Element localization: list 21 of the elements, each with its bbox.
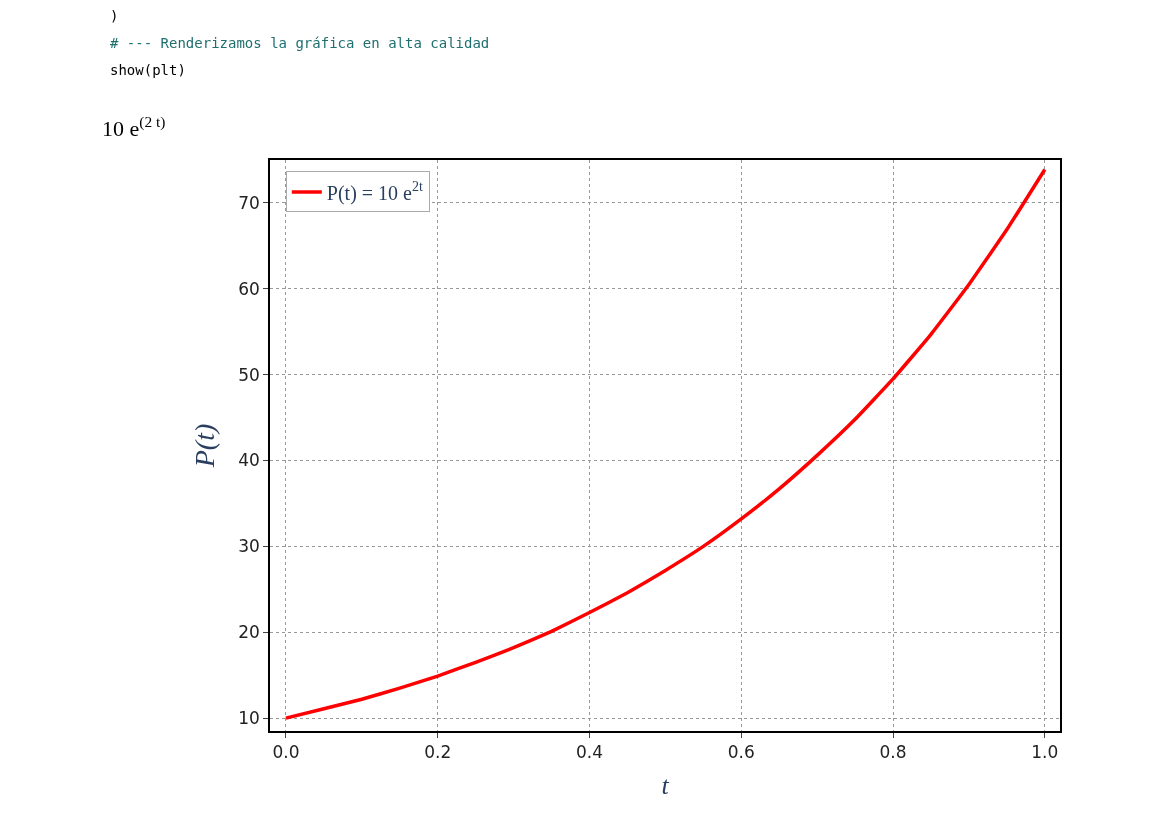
x-tick-label: 0.2 bbox=[424, 742, 452, 763]
text: ) bbox=[110, 8, 119, 24]
x-tick-label: 0.0 bbox=[272, 742, 300, 763]
y-tick-label: 20 bbox=[238, 622, 260, 643]
line-series bbox=[284, 167, 1047, 720]
y-tick-label: 60 bbox=[238, 278, 260, 299]
text: show(plt) bbox=[110, 62, 186, 78]
x-axis-title: t bbox=[661, 771, 670, 801]
text: 10 e$^{(2 t)}$ bbox=[102, 113, 166, 142]
y-axis-title: P(t) bbox=[189, 423, 221, 469]
y-tick-label: 50 bbox=[238, 364, 260, 385]
text: # --- Renderizamos la gráfica en alta calidad bbox=[110, 35, 490, 51]
y-tick-label: 70 bbox=[238, 192, 260, 213]
x-tick-label: 1.0 bbox=[1031, 742, 1059, 763]
y-tick-label: 10 bbox=[238, 708, 260, 729]
x-tick-label: 0.8 bbox=[879, 742, 907, 763]
y-tick-label: 40 bbox=[238, 450, 260, 471]
x-tick-label: 0.4 bbox=[575, 742, 604, 763]
x-tick-label: 0.6 bbox=[727, 742, 755, 763]
y-tick-label: 30 bbox=[238, 536, 260, 557]
legend-label: P(t) = 10 e$^{2t}$ bbox=[326, 179, 423, 205]
